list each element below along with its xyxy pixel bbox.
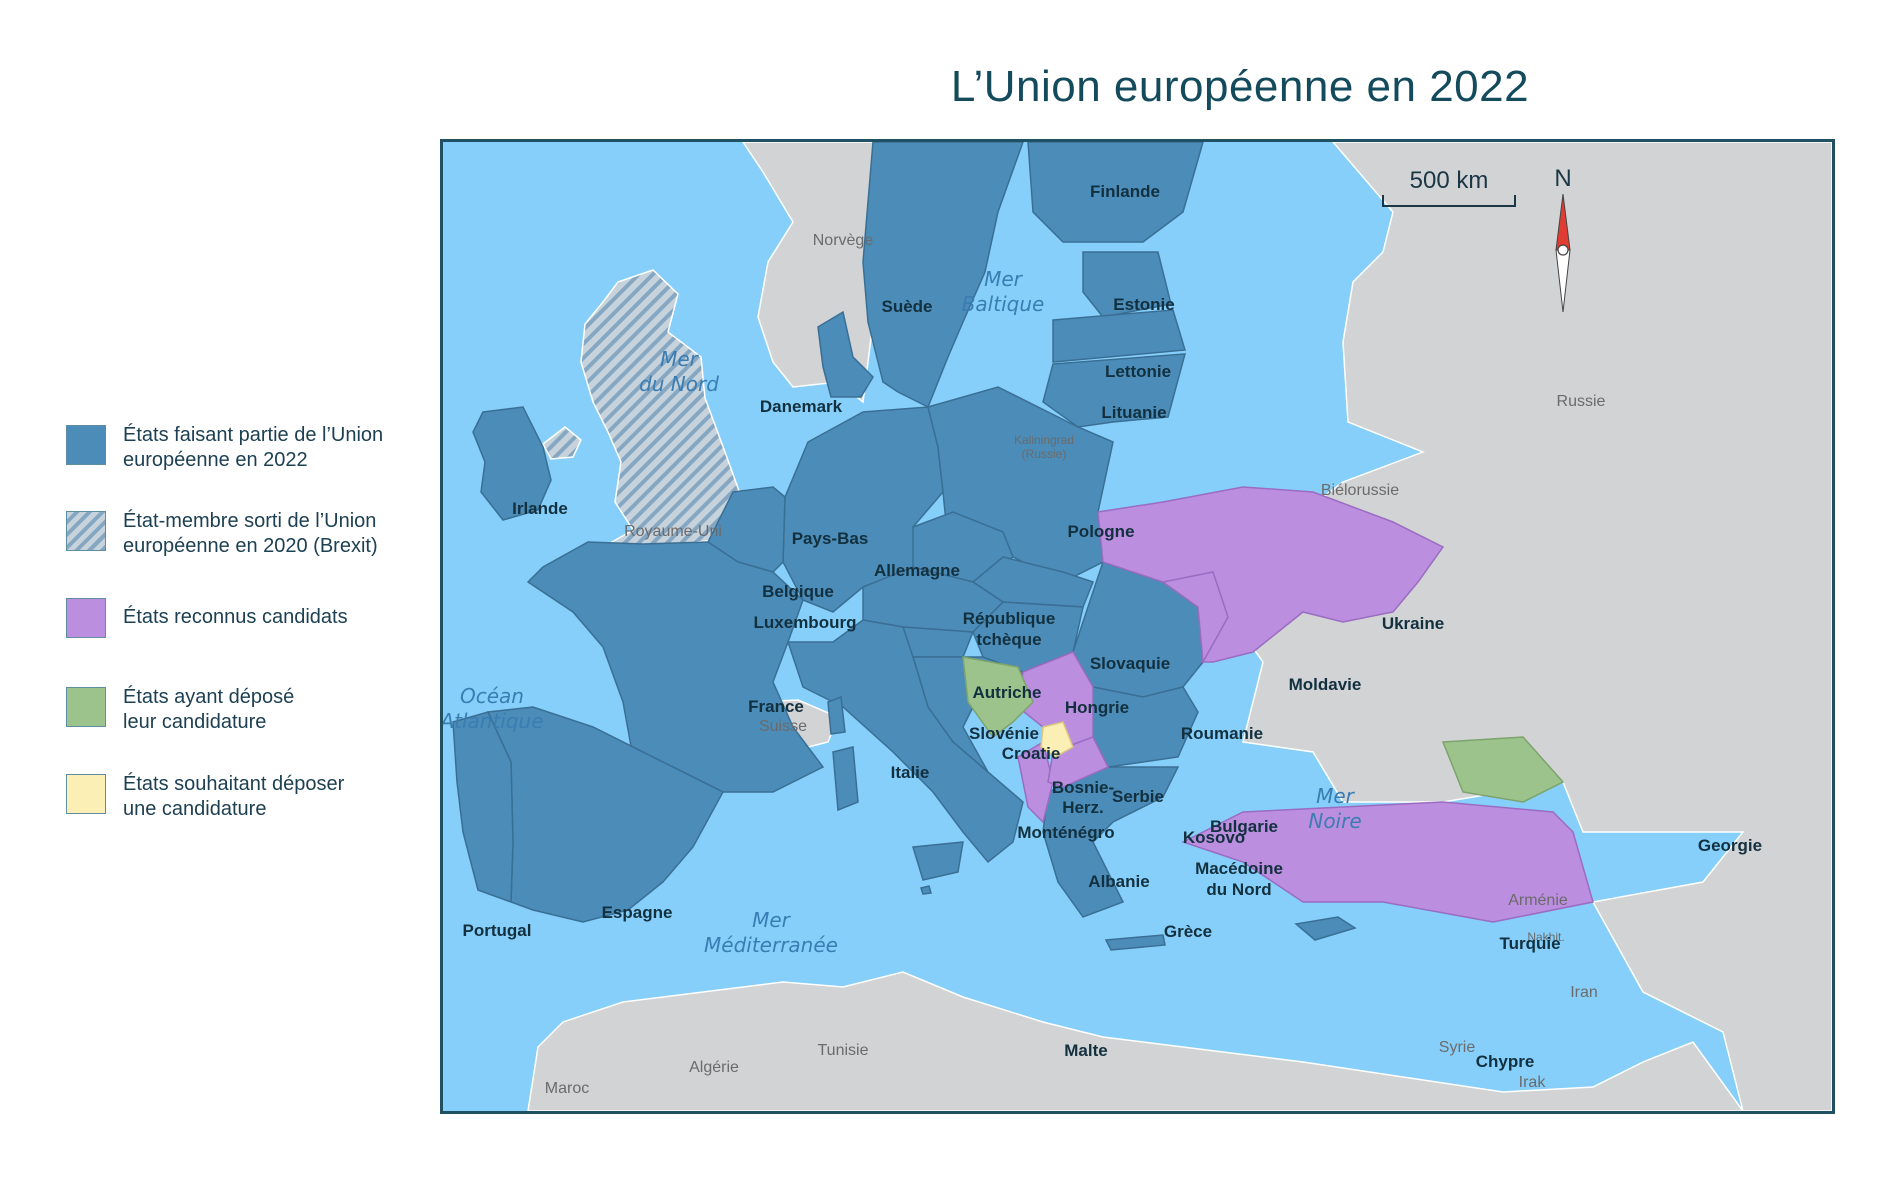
label-kaliningrad-2: (Russie): [1022, 447, 1067, 461]
land-slovenia: [903, 627, 973, 657]
label-montenegro: Monténégro: [1017, 823, 1114, 842]
label-suisse: Suisse: [759, 718, 807, 735]
land-russia-east: [1213, 142, 1832, 1111]
label-lettonie: Lettonie: [1105, 362, 1171, 381]
label-ukraine: Ukraine: [1382, 614, 1444, 633]
land-cyprus: [1296, 917, 1355, 940]
label-norvege: Norvège: [813, 232, 874, 249]
compass-label: N: [1554, 165, 1571, 192]
land-north-africa: [528, 972, 1743, 1111]
compass-pivot-icon: [1558, 245, 1568, 255]
label-kaliningrad-1: Kaliningrad: [1014, 433, 1074, 447]
sea-label-noire-1: Mer: [1316, 784, 1356, 808]
label-kosovo: Kosovo: [1183, 828, 1245, 847]
label-maroc: Maroc: [545, 1080, 589, 1097]
label-irak: Irak: [1519, 1074, 1547, 1091]
label-bielorussie: Biélorussie: [1321, 482, 1399, 499]
label-macedoine-1: Macédoine: [1195, 859, 1283, 878]
label-tunisie: Tunisie: [818, 1042, 869, 1059]
sea-label-noire-2: Noire: [1308, 809, 1361, 833]
label-republique-tcheque-1: République: [963, 609, 1056, 628]
label-russie: Russie: [1557, 393, 1606, 410]
label-luxembourg: Luxembourg: [754, 613, 857, 632]
scale-label: 500 km: [1410, 167, 1489, 194]
label-moldavie: Moldavie: [1289, 675, 1362, 694]
legend-swatch-applied: [66, 687, 106, 727]
label-espagne: Espagne: [602, 903, 673, 922]
legend-label-brexit: État-membre sorti de l’Unioneuropéenne e…: [123, 509, 423, 559]
sea-label-med-1: Mer: [752, 908, 792, 932]
label-estonie: Estonie: [1113, 295, 1174, 314]
label-slovaquie: Slovaquie: [1090, 654, 1170, 673]
label-algerie: Algérie: [689, 1059, 739, 1076]
label-royaume-uni: Royaume-Uni: [624, 523, 722, 540]
sea-label-baltique-2: Baltique: [962, 292, 1045, 316]
land-malta: [921, 886, 931, 894]
label-syrie: Syrie: [1439, 1039, 1476, 1056]
label-bosnie-2: Herz.: [1062, 798, 1104, 817]
sea-label-baltique-1: Mer: [984, 267, 1024, 291]
legend-label-eu: États faisant partie de l’Unioneuropéenn…: [123, 423, 423, 473]
sea-label-atlantique-1: Océan: [460, 684, 524, 708]
land-latvia: [1053, 310, 1185, 362]
label-irlande: Irlande: [512, 499, 568, 518]
label-pays-bas: Pays-Bas: [792, 529, 869, 548]
label-armenie: Arménie: [1508, 892, 1568, 909]
label-autriche: Autriche: [973, 683, 1042, 702]
legend-label-candidate: États reconnus candidats: [123, 605, 423, 630]
legend-swatch-brexit: [66, 511, 106, 551]
map-svg: Mer Baltique Mer du Nord Océan Atlantiqu…: [443, 142, 1832, 1111]
label-malte: Malte: [1064, 1041, 1107, 1060]
label-slovenie: Slovénie: [969, 724, 1039, 743]
label-georgie: Georgie: [1698, 836, 1762, 855]
label-macedoine-2: du Nord: [1206, 880, 1271, 899]
label-portugal: Portugal: [463, 921, 532, 940]
land-northern-ireland: [543, 427, 581, 459]
label-bosnie-1: Bosnie-: [1052, 778, 1114, 797]
sea-label-med-2: Méditerranée: [704, 933, 838, 957]
label-italie: Italie: [891, 763, 930, 782]
legend-swatch-candidate: [66, 598, 106, 638]
label-chypre: Chypre: [1476, 1052, 1535, 1071]
legend-label-applied: États ayant déposéleur candidature: [123, 685, 423, 735]
legend-swatch-eu: [66, 425, 106, 465]
label-pologne: Pologne: [1067, 522, 1134, 541]
label-hongrie: Hongrie: [1065, 698, 1129, 717]
label-roumanie: Roumanie: [1181, 724, 1263, 743]
label-belgique: Belgique: [762, 582, 834, 601]
label-albanie: Albanie: [1088, 872, 1149, 891]
label-republique-tcheque-2: tchèque: [976, 630, 1041, 649]
land-crete: [1106, 935, 1165, 950]
sea-label-nord-2: du Nord: [639, 372, 719, 396]
land-sardinia: [833, 747, 858, 810]
map-title: L’Union européenne en 2022: [880, 62, 1600, 112]
land-sicily: [913, 842, 963, 880]
label-grece: Grèce: [1164, 922, 1212, 941]
label-allemagne: Allemagne: [874, 561, 960, 580]
label-france: France: [748, 697, 804, 716]
label-iran: Iran: [1570, 984, 1598, 1001]
label-suede: Suède: [881, 297, 932, 316]
legend-label-wishing: États souhaitant déposerune candidature: [123, 772, 423, 822]
label-danemark: Danemark: [760, 397, 843, 416]
label-finlande: Finlande: [1090, 182, 1160, 201]
legend-swatch-wishing: [66, 774, 106, 814]
label-croatie: Croatie: [1002, 744, 1061, 763]
label-turquie: Turquie: [1499, 934, 1560, 953]
sea-label-atlantique-2: Atlantique: [443, 709, 544, 733]
label-serbie: Serbie: [1112, 787, 1164, 806]
label-lituanie: Lituanie: [1101, 403, 1166, 422]
europe-map: Mer Baltique Mer du Nord Océan Atlantiqu…: [440, 139, 1835, 1114]
sea-label-nord-1: Mer: [660, 347, 700, 371]
